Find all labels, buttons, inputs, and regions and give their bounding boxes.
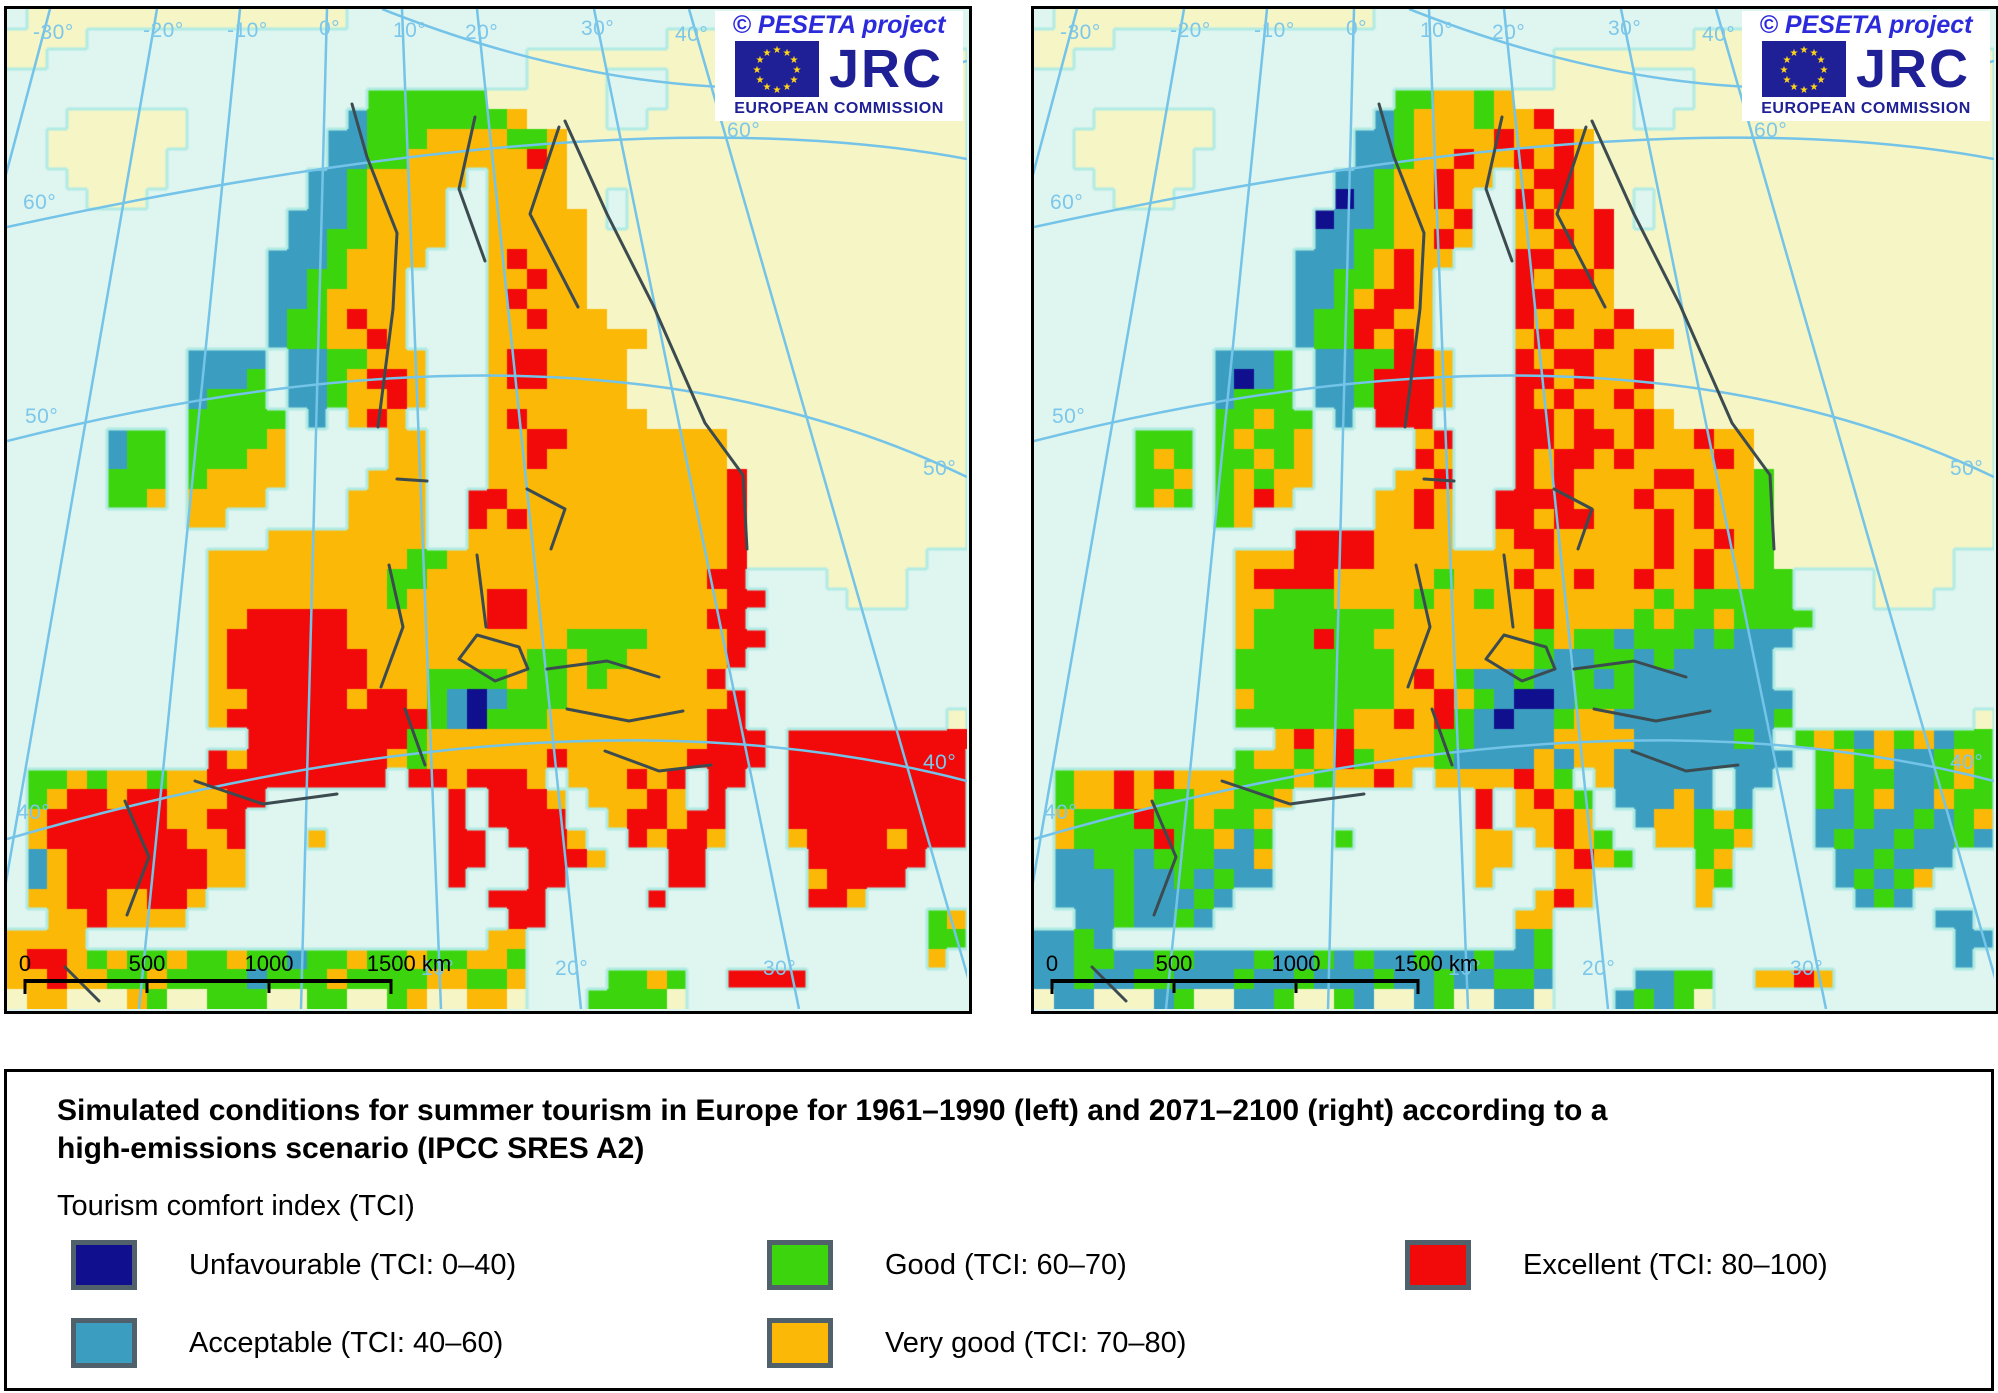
svg-text:★: ★: [756, 55, 765, 66]
svg-text:★: ★: [753, 65, 762, 76]
scale-label-500: 500: [129, 951, 166, 976]
caption-line-1: Simulated conditions for summer tourism …: [57, 1094, 1608, 1127]
acceptable-swatch: [71, 1318, 137, 1368]
scale-bar: 0 500 1000 1500 km: [1046, 951, 1478, 994]
jrc-wordmark: JRC: [1855, 39, 1971, 99]
peseta-copyright: © PESETA project: [1759, 11, 1973, 39]
caption-line-2: high-emissions scenario (IPCC SRES A2): [57, 1132, 645, 1165]
map-panel-2071-2100: -30° -20° -10° 0° 10° 20° 30° 40° 60° 50° 40° 60° 50…: [1031, 6, 1998, 1014]
european-commission-label: EUROPEAN COMMISSION: [734, 100, 944, 117]
jrc-wordmark: JRC: [828, 39, 944, 99]
good-swatch: [767, 1240, 833, 1290]
svg-text:★: ★: [1790, 48, 1799, 59]
legend-item-good: Good (TCI: 60–70): [767, 1240, 1127, 1290]
unfavourable-label: Unfavourable (TCI: 0–40): [189, 1248, 517, 1281]
svg-text:★: ★: [790, 55, 799, 66]
scale-label-0: 0: [19, 951, 31, 976]
scale-label-1000: 1000: [245, 951, 294, 976]
svg-text:★: ★: [1783, 55, 1792, 66]
svg-text:★: ★: [773, 85, 782, 96]
excellent-swatch: [1405, 1240, 1471, 1290]
svg-text:★: ★: [783, 82, 792, 93]
legend-panel: Simulated conditions for summer tourism …: [4, 1069, 1994, 1391]
european-commission-label: EUROPEAN COMMISSION: [1761, 100, 1971, 117]
svg-text:★: ★: [756, 75, 765, 86]
svg-text:★: ★: [1800, 45, 1809, 56]
figure-caption: Simulated conditions for summer tourism …: [57, 1092, 1607, 1168]
legend-subtitle: Tourism comfort index (TCI): [57, 1190, 415, 1222]
legend-item-acceptable: Acceptable (TCI: 40–60): [71, 1318, 503, 1368]
svg-text:★: ★: [773, 45, 782, 56]
scale-label-0: 0: [1046, 951, 1058, 976]
unfavourable-swatch: [71, 1240, 137, 1290]
svg-text:★: ★: [1783, 75, 1792, 86]
very-good-label: Very good (TCI: 70–80): [885, 1326, 1187, 1359]
svg-text:★: ★: [1790, 82, 1799, 93]
svg-text:★: ★: [1780, 65, 1789, 76]
legend-item-unfavourable: Unfavourable (TCI: 0–40): [71, 1240, 516, 1290]
good-label: Good (TCI: 60–70): [885, 1248, 1127, 1281]
tci-map-2071-2100: [1034, 9, 1994, 1009]
svg-text:★: ★: [1810, 48, 1819, 59]
svg-text:★: ★: [1820, 65, 1829, 76]
svg-text:★: ★: [783, 48, 792, 59]
very-good-swatch: [767, 1318, 833, 1368]
legend-item-excellent: Excellent (TCI: 80–100): [1405, 1240, 1828, 1290]
svg-text:★: ★: [1817, 75, 1826, 86]
scale-label-1500km: 1500 km: [367, 951, 451, 976]
legend-item-very-good: Very good (TCI: 70–80): [767, 1318, 1186, 1368]
svg-text:★: ★: [763, 82, 772, 93]
eu-flag-icon: ★ ★★ ★★★ ★★★ ★★★: [1761, 41, 1846, 97]
svg-text:★: ★: [1810, 82, 1819, 93]
scale-label-500: 500: [1156, 951, 1193, 976]
tci-map-1961-1990: [7, 9, 967, 1009]
map-panel-1961-1990: -30° -20° -10° 0° 10° 20° 30° 40° 60° 50° 40° 60° 50…: [4, 6, 972, 1014]
peseta-copyright: © PESETA project: [732, 11, 946, 39]
excellent-label: Excellent (TCI: 80–100): [1523, 1248, 1828, 1281]
scale-label-1000: 1000: [1272, 951, 1321, 976]
scale-bar: 0 500 1000 1500 km: [19, 951, 451, 994]
svg-text:★: ★: [763, 48, 772, 59]
peseta-jrc-logo: © PESETA project ★ ★ ★ ★ ★ ★ ★ ★ ★ ★ ★ ★ JRC EUR…: [715, 11, 963, 121]
svg-text:★: ★: [1800, 85, 1809, 96]
svg-text:★: ★: [793, 65, 802, 76]
svg-text:★: ★: [790, 75, 799, 86]
svg-text:★: ★: [1817, 55, 1826, 66]
acceptable-label: Acceptable (TCI: 40–60): [189, 1326, 504, 1359]
eu-flag-icon: ★ ★★ ★★★ ★★★ ★★★: [734, 41, 819, 97]
peseta-jrc-logo: © PESETA project ★ ★ ★ ★ ★ ★ ★ ★ ★ ★ ★ ★ JRC EUR…: [1742, 11, 1990, 121]
scale-label-1500km: 1500 km: [1394, 951, 1478, 976]
